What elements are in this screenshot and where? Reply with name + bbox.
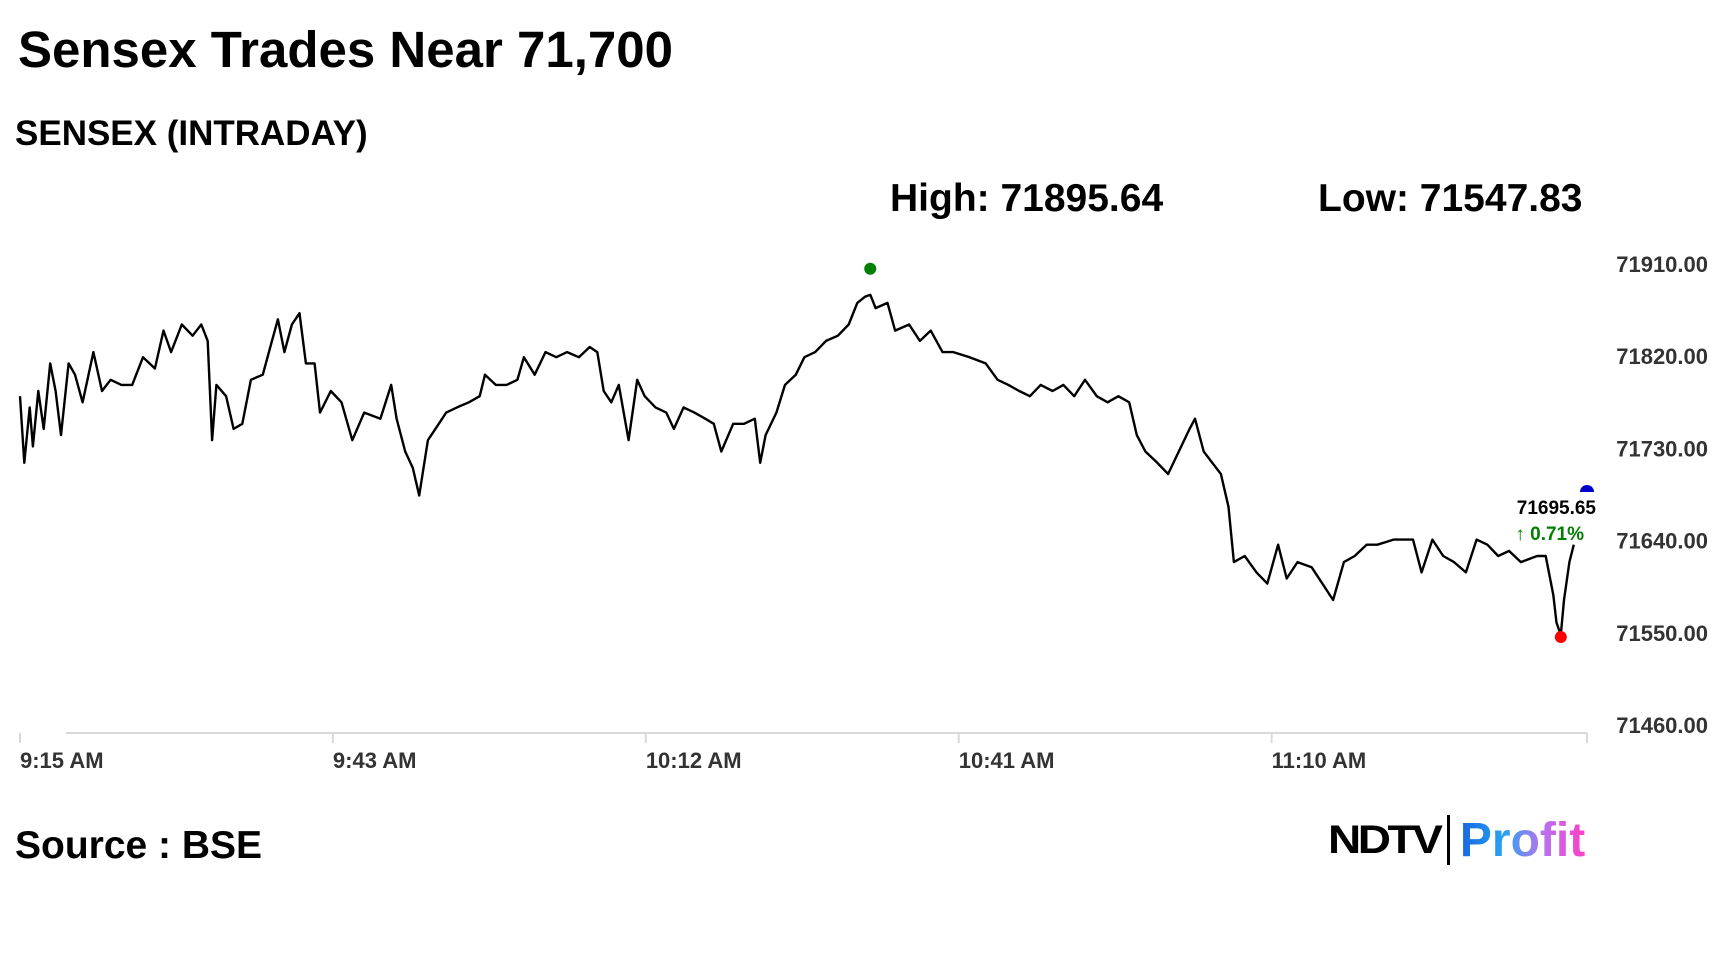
change-percent-label: ↑ 0.71% [1515,524,1584,545]
day-high-label: High: 71895.64 [890,177,1164,220]
last-price-label: 71695.65 [1517,498,1597,519]
x-tick-label: 11:10 AM [1272,748,1367,773]
x-tick-label: 10:41 AM [959,748,1055,773]
y-tick-label: 71730.00 [1616,436,1708,461]
y-tick-label: 71640.00 [1616,529,1708,554]
high-point-marker [864,262,877,275]
ndtv-profit-logo: NDTV Profit [1328,812,1585,868]
x-axis: 9:15 AM 9:43 AM 10:12 AM 10:41 AM 11:10 AM [19,733,1588,773]
sensex-price-line [18,293,1575,637]
current-point-marker [1580,485,1594,492]
logo-ndtv-text: NDTV [1328,817,1443,862]
logo-profit-text: Profit [1459,813,1586,867]
x-tick-label: 9:15 AM [20,748,104,773]
logo-divider [1446,815,1450,865]
x-tick-label: 9:43 AM [333,748,417,773]
y-axis: 71910.00 71820.00 71730.00 71640.00 71550.00… [1616,252,1708,738]
low-point-marker [1554,631,1567,644]
y-tick-label: 71550.00 [1616,621,1708,646]
chart-subtitle: SENSEX (INTRADAY) [15,114,368,153]
y-tick-label: 71820.00 [1616,344,1708,369]
day-low-label: Low: 71547.83 [1318,177,1583,220]
source-label: Source : BSE [15,824,263,867]
page-title: Sensex Trades Near 71,700 [18,21,673,78]
y-tick-label: 71460.00 [1616,713,1708,738]
y-tick-label: 71910.00 [1616,252,1708,277]
x-tick-label: 10:12 AM [646,748,742,773]
